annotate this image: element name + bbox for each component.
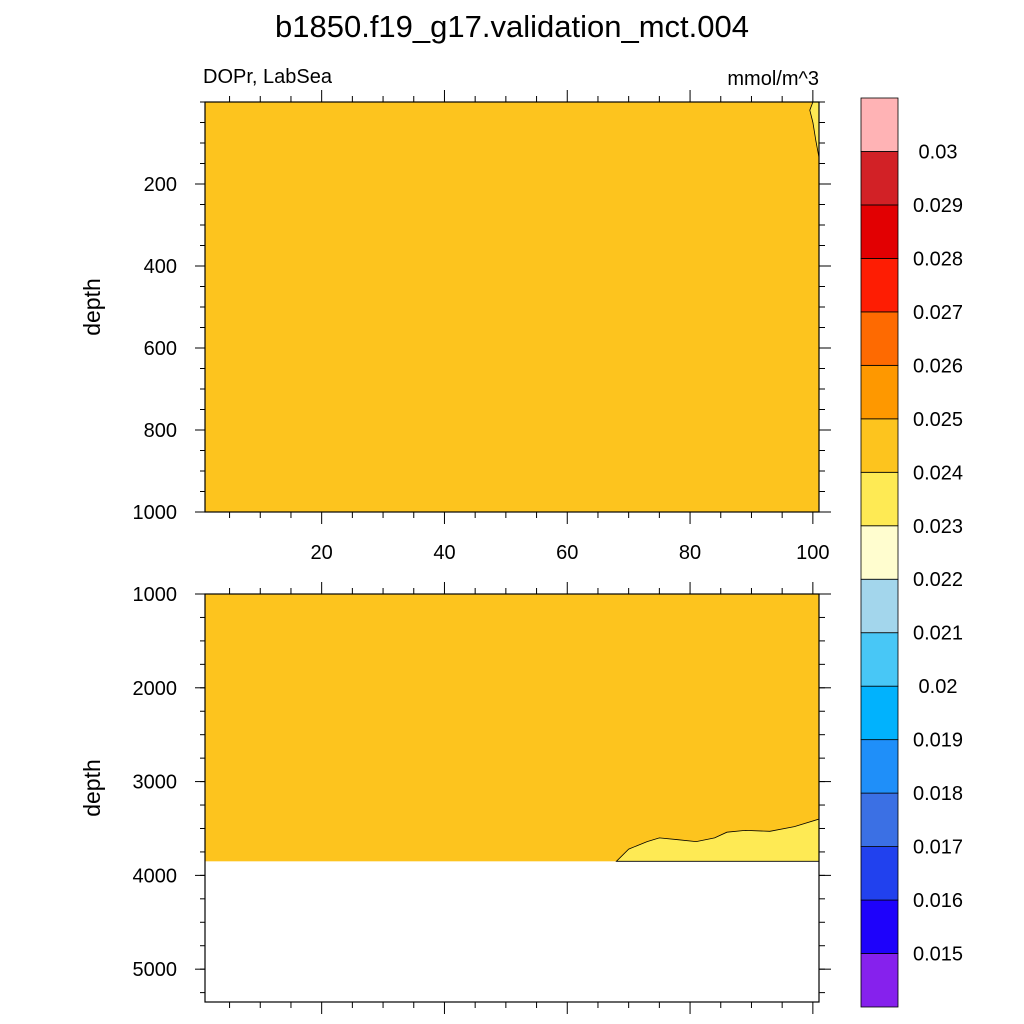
- y-tick-label: 800: [144, 420, 177, 442]
- x-tick-label: 60: [556, 542, 578, 564]
- upper-panel: 200 400 600 800 1000 20 40 60 80 100 depth: [79, 90, 831, 564]
- colorbar-swatch: [860, 739, 899, 794]
- y-tick-label: 1000: [133, 584, 178, 606]
- colorbar-swatch: [860, 578, 899, 634]
- y-tick-label: 2000: [133, 678, 178, 700]
- colorbar-label: 0.015: [913, 944, 963, 966]
- colorbar-swatch: [860, 97, 899, 152]
- colorbar-label: 0.026: [913, 355, 963, 377]
- x-tick-label: 80: [679, 542, 701, 564]
- colorbar-label: 0.019: [913, 730, 963, 752]
- colorbar-swatch: [860, 471, 899, 527]
- left-label: DOPr, LabSea: [203, 66, 333, 88]
- colorbar-label: 0.024: [913, 462, 963, 484]
- colorbar-swatch: [860, 846, 899, 901]
- colorbar-swatch: [860, 632, 899, 687]
- y-tick-label: 600: [144, 338, 177, 360]
- colorbar-swatch: [860, 792, 899, 847]
- colorbar-swatch: [860, 204, 899, 259]
- colorbar-label: 0.025: [913, 409, 963, 431]
- colorbar-swatch: [860, 258, 899, 313]
- colorbar: 0.015 0.016 0.017 0.018 0.019 0.02 0.021 0.022 0…: [860, 97, 963, 1008]
- y-axis-label: depth: [79, 759, 105, 817]
- y-tick-label: 400: [144, 256, 177, 278]
- colorbar-label: 0.018: [913, 783, 963, 805]
- lower-panel: 1000 2000 3000 4000 5000 depth: [79, 582, 831, 1014]
- colorbar-label: 0.021: [913, 623, 963, 645]
- colorbar-swatch: [860, 685, 899, 741]
- panel-frame: [204, 593, 820, 1003]
- figure-title: b1850.f19_g17.validation_mct.004: [275, 9, 749, 44]
- y-tick-label: 5000: [133, 959, 178, 981]
- colorbar-label: 0.022: [913, 569, 963, 591]
- colorbar-label: 0.017: [913, 837, 963, 859]
- y-tick-label: 200: [144, 174, 177, 196]
- x-tick-label: 20: [311, 542, 333, 564]
- y-axis-label: depth: [79, 278, 105, 336]
- colorbar-label: 0.029: [913, 195, 963, 217]
- colorbar-swatch: [860, 953, 899, 1008]
- field-fill-0.024-0.025: [205, 102, 819, 512]
- x-tick-label: 100: [796, 542, 829, 564]
- colorbar-label: 0.023: [913, 516, 963, 538]
- colorbar-label: 0.03: [919, 141, 958, 163]
- y-tick-label: 1000: [133, 502, 178, 524]
- units-label: mmol/m^3: [727, 68, 819, 90]
- colorbar-label: 0.02: [919, 676, 958, 698]
- colorbar-label: 0.016: [913, 890, 963, 912]
- y-tick-label: 4000: [133, 865, 178, 887]
- colorbar-swatch: [860, 525, 899, 580]
- x-tick-label: 40: [433, 542, 455, 564]
- colorbar-swatch: [860, 418, 899, 473]
- colorbar-swatch: [860, 151, 899, 206]
- colorbar-swatch: [860, 364, 899, 420]
- colorbar-label: 0.027: [913, 302, 963, 324]
- colorbar-label: 0.028: [913, 248, 963, 270]
- field-fill-0.024-0.025: [205, 594, 819, 862]
- contour-region-0.023-0.024: [615, 818, 820, 862]
- colorbar-swatch: [860, 899, 899, 954]
- colorbar-swatch: [860, 311, 899, 366]
- y-tick-label: 3000: [133, 772, 178, 794]
